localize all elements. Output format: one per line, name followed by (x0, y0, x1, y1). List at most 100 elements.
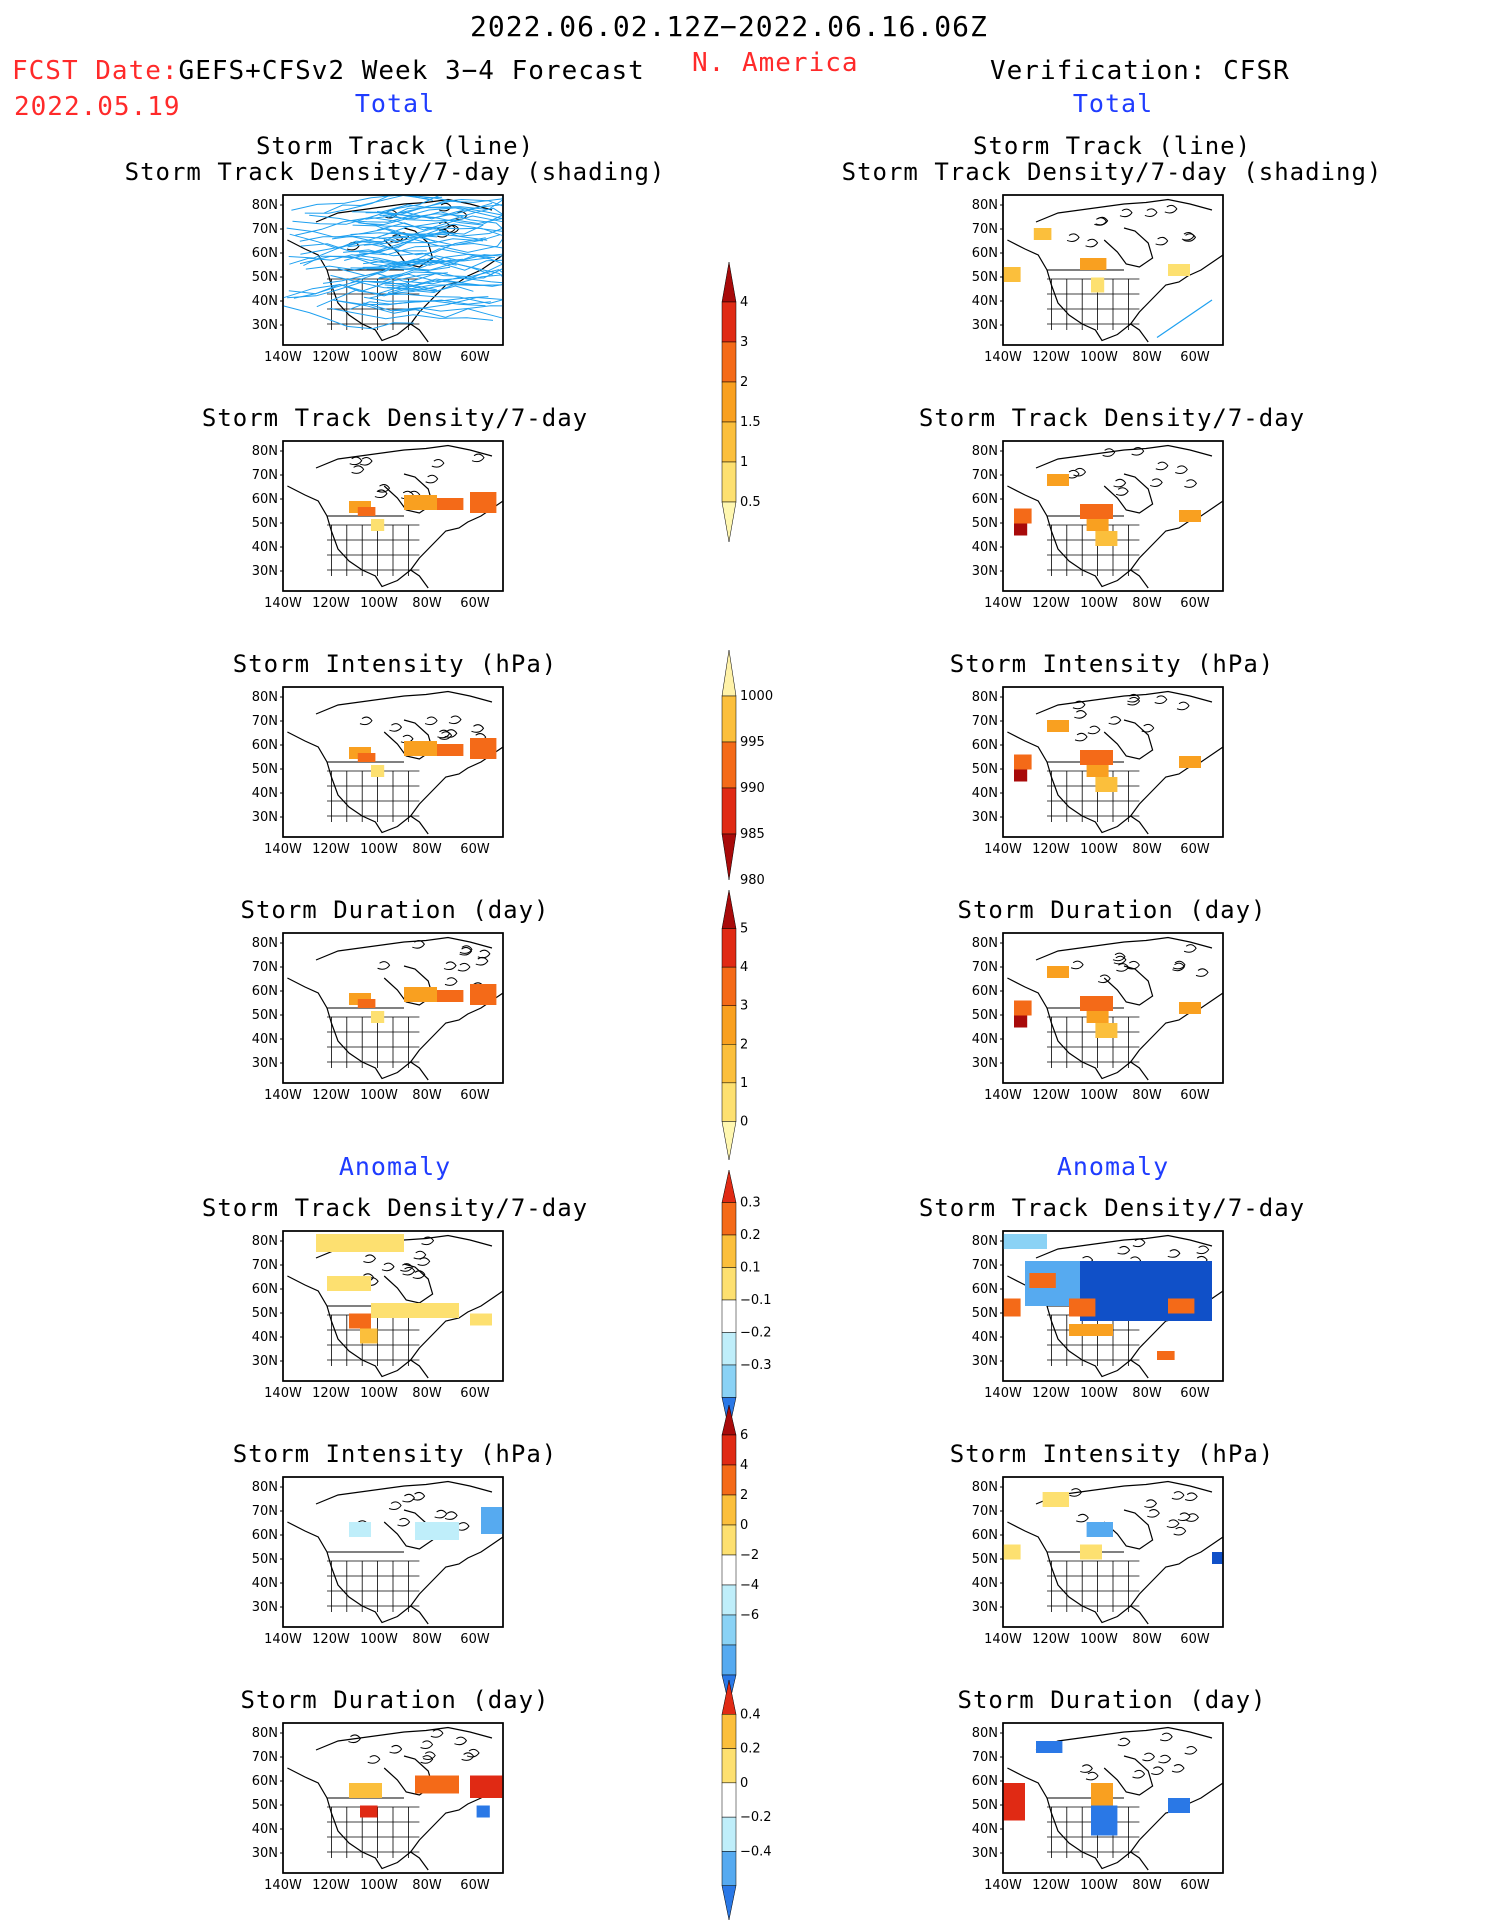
lon-tick-label: 100W (360, 1878, 398, 1893)
lat-tick-label: 60N (252, 1282, 278, 1297)
lat-tick-label: 80N (252, 1234, 278, 1249)
map-panel-left-3: 80N 70N 60N 50N 40N 30N 140W 120W 100W 80W 60W (252, 686, 504, 857)
colorbar-tick-label: −0.3 (740, 1358, 772, 1373)
colorbar-tick-label: −0.1 (740, 1293, 772, 1308)
lat-tick-label: 50N (972, 516, 998, 531)
lat-tick-label: 60N (972, 984, 998, 999)
lon-tick-label: 140W (984, 842, 1022, 857)
colorbar-tick-label: −0.2 (740, 1326, 772, 1341)
lon-tick-label: 120W (312, 1386, 350, 1401)
lat-tick-label: 50N (972, 1008, 998, 1023)
lat-tick-label: 60N (972, 1528, 998, 1543)
lon-tick-label: 140W (984, 1632, 1022, 1647)
lon-tick-label: 80W (412, 1386, 442, 1401)
lon-tick-label: 60W (460, 596, 490, 611)
lat-tick-label: 50N (972, 1306, 998, 1321)
lat-tick-label: 30N (972, 1600, 998, 1615)
title-left-track-shading: Storm Track Density/7-day (shading) (124, 158, 666, 186)
lat-tick-label: 80N (972, 444, 998, 459)
title-left-density-anom: Storm Track Density/7-day (201, 1194, 589, 1222)
colorbar-intensity_anom: 6 4 2 0 −2 −4 −6 (721, 1404, 759, 1706)
colorbar-tick-label: 0 (740, 1518, 748, 1533)
lon-tick-label: 60W (460, 350, 490, 365)
lat-tick-label: 50N (252, 1306, 278, 1321)
lat-tick-label: 50N (252, 516, 278, 531)
lat-tick-label: 60N (252, 738, 278, 753)
lat-tick-label: 60N (972, 738, 998, 753)
title-right-duration: Storm Duration (day) (957, 896, 1267, 924)
lat-tick-label: 50N (252, 1798, 278, 1813)
lat-tick-label: 70N (972, 468, 998, 483)
storm-track-line (363, 238, 504, 253)
lat-tick-label: 70N (972, 1750, 998, 1765)
region-label: N. America (692, 48, 859, 78)
lat-tick-label: 30N (252, 564, 278, 579)
lon-tick-label: 60W (1180, 350, 1210, 365)
lat-tick-label: 80N (252, 198, 278, 213)
date-range-title: 2022.06.02.12Z−2022.06.16.06Z (470, 10, 988, 43)
lon-tick-label: 120W (1032, 596, 1070, 611)
lon-tick-label: 100W (1080, 842, 1118, 857)
lat-tick-label: 70N (972, 222, 998, 237)
storm-track-line (329, 307, 494, 321)
lat-tick-label: 50N (252, 1008, 278, 1023)
colorbar-tick-label: 985 (740, 827, 765, 842)
lat-tick-label: 70N (252, 468, 278, 483)
storm-track-line (382, 204, 504, 220)
lat-tick-label: 80N (972, 198, 998, 213)
lon-tick-label: 120W (312, 1088, 350, 1103)
colorbar-tick-label: 980 (740, 873, 765, 888)
storm-track-line (363, 296, 489, 302)
lon-tick-label: 60W (1180, 1088, 1210, 1103)
title-right-density-anom: Storm Track Density/7-day (918, 1194, 1306, 1222)
storm-track-line (288, 240, 427, 259)
lat-tick-label: 40N (252, 294, 278, 309)
colorbar-tick-label: −4 (740, 1578, 759, 1593)
lat-tick-label: 40N (252, 540, 278, 555)
storm-track-line (379, 194, 504, 216)
title-right-track-line: Storm Track (line) (972, 132, 1252, 160)
colorbar-tick-label: 6 (740, 1428, 748, 1443)
lon-tick-label: 60W (1180, 1632, 1210, 1647)
lat-tick-label: 50N (972, 270, 998, 285)
lat-tick-label: 70N (972, 960, 998, 975)
lat-tick-label: 30N (252, 1354, 278, 1369)
title-right-intensity-anom: Storm Intensity (hPa) (949, 1440, 1275, 1468)
forecast-label: GEFS+CFSv2 Week 3−4 Forecast (178, 56, 645, 86)
colorbar-tick-label: 1000 (740, 689, 773, 704)
fcst-date-value: 2022.05.19 (14, 92, 181, 122)
lon-tick-label: 140W (264, 1386, 302, 1401)
left-anomaly-label: Anomaly (338, 1152, 452, 1181)
storm-track-line (287, 273, 435, 299)
lon-tick-label: 120W (1032, 1386, 1070, 1401)
lon-tick-label: 120W (1032, 842, 1070, 857)
lon-tick-label: 120W (1032, 350, 1070, 365)
storm-track-line (289, 254, 426, 265)
lat-tick-label: 30N (252, 1056, 278, 1071)
colorbar-tick-label: 0.3 (740, 1196, 761, 1211)
lat-tick-label: 80N (972, 690, 998, 705)
lon-tick-label: 140W (984, 596, 1022, 611)
lon-tick-label: 100W (1080, 1088, 1118, 1103)
lon-tick-label: 120W (1032, 1088, 1070, 1103)
lat-tick-label: 70N (252, 222, 278, 237)
lon-tick-label: 140W (984, 1088, 1022, 1103)
lon-tick-label: 100W (360, 842, 398, 857)
lon-tick-label: 120W (312, 1632, 350, 1647)
colorbar-tick-label: 2 (740, 1037, 748, 1052)
colorbar-tick-label: 3 (740, 999, 748, 1014)
map-panel-left-5: 80N 70N 60N 50N 40N 30N 140W 120W 100W 80W 60W (252, 1230, 504, 1401)
lat-tick-label: 70N (972, 1504, 998, 1519)
lon-tick-label: 100W (360, 596, 398, 611)
lon-tick-label: 100W (1080, 1632, 1118, 1647)
colorbar-tick-label: 4 (740, 295, 748, 310)
colorbar-tick-label: 2 (740, 1488, 748, 1503)
colorbar-density: 4 3 2 1.5 1 0.5 (721, 261, 761, 543)
lat-tick-label: 60N (252, 246, 278, 261)
colorbar-tick-label: −0.4 (740, 1844, 772, 1859)
lon-tick-label: 80W (1132, 1386, 1162, 1401)
lat-tick-label: 40N (972, 786, 998, 801)
map-panel-left-2: 80N 70N 60N 50N 40N 30N 140W 120W 100W 80W 60W (252, 440, 504, 611)
colorbar-tick-label: 0.2 (740, 1742, 761, 1757)
lat-tick-label: 80N (972, 1480, 998, 1495)
